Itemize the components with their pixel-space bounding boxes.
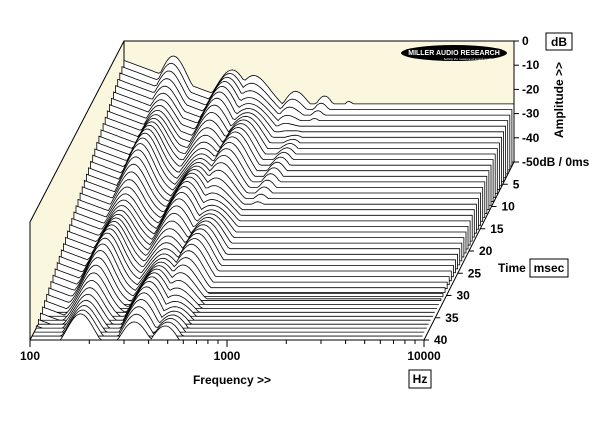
msec-unit-box: msec	[529, 258, 569, 278]
amplitude-tick-label: -40	[522, 131, 540, 145]
time-tick-label: 5	[513, 177, 520, 191]
db-unit-label: dB	[551, 35, 567, 49]
amplitude-tick-label: -20	[522, 82, 540, 96]
amplitude-tick-labels: 0 -10 -20 -30 -40 -50dB / 0ms	[514, 34, 590, 169]
hz-unit-label: Hz	[413, 372, 428, 386]
db-unit-box: dB	[545, 32, 573, 51]
amplitude-axis-label: Amplitude >>	[552, 62, 566, 138]
time-tick-label: 25	[468, 266, 482, 280]
time-tick-label: 15	[490, 222, 504, 236]
frequency-tick-label: 1000	[214, 349, 241, 363]
time-tick-label: 40	[434, 333, 448, 347]
frequency-tick-label: 100	[20, 349, 40, 363]
waterfall-traces	[30, 55, 515, 341]
amplitude-tick-label: 0	[522, 34, 529, 48]
time-axis-label: Time	[498, 261, 526, 275]
time-tick-label: 20	[479, 244, 493, 258]
time-tick-label: 35	[445, 311, 459, 325]
frequency-tick-labels: 100 1000 10000	[20, 340, 441, 363]
amplitude-tick-label: -30	[522, 107, 540, 121]
time-tick-labels: 5 10 15 20 25 30 35 40	[424, 177, 520, 347]
logo-text: MILLER AUDIO RESEARCH	[408, 50, 500, 57]
time-tick-label: 10	[502, 200, 516, 214]
frequency-tick-label: 10000	[407, 349, 441, 363]
amplitude-tick-label: -50dB / 0ms	[522, 155, 590, 169]
amplitude-tick-label: -10	[522, 58, 540, 72]
hz-unit-box: Hz	[408, 369, 432, 389]
msec-unit-label: msec	[534, 261, 565, 275]
frequency-axis-label: Frequency >>	[193, 373, 271, 387]
time-tick-label: 30	[457, 289, 471, 303]
miller-audio-logo: MILLER AUDIO RESEARCH Setting the measur…	[401, 45, 507, 61]
logo-tagline: Setting the measure of sound quality	[444, 57, 493, 61]
